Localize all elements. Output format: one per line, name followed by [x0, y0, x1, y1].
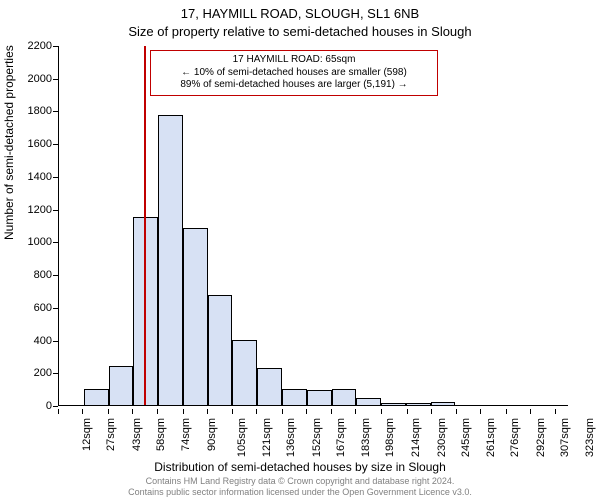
x-tick: [157, 409, 158, 414]
x-tick: [431, 409, 432, 414]
histogram-bar: [208, 295, 233, 405]
histogram-bar: [332, 389, 357, 405]
x-tick: [183, 409, 184, 414]
x-tick: [381, 409, 382, 414]
x-tick-label: 276sqm: [509, 418, 521, 457]
y-tick: [53, 210, 58, 211]
y-tick: [53, 275, 58, 276]
x-tick-label: 292sqm: [535, 418, 547, 457]
x-tick: [555, 409, 556, 414]
x-tick-label: 74sqm: [180, 418, 192, 451]
x-tick: [331, 409, 332, 414]
y-tick: [53, 79, 58, 80]
y-tick: [53, 111, 58, 112]
y-tick-label: 1000: [8, 236, 52, 248]
x-axis-label: Distribution of semi-detached houses by …: [0, 460, 600, 474]
x-tick-label: 105sqm: [236, 418, 248, 457]
x-tick: [207, 409, 208, 414]
histogram-bar: [257, 368, 282, 405]
x-tick: [282, 409, 283, 414]
x-tick: [456, 409, 457, 414]
histogram-bar: [232, 340, 257, 405]
x-tick-label: 261sqm: [485, 418, 497, 457]
annotation-line: 17 HAYMILL ROAD: 65sqm: [157, 54, 431, 67]
chart-title-main: 17, HAYMILL ROAD, SLOUGH, SL1 6NB: [0, 6, 600, 21]
y-tick: [53, 406, 58, 407]
y-tick: [53, 46, 58, 47]
y-tick: [53, 144, 58, 145]
y-tick-label: 0: [8, 400, 52, 412]
x-tick: [232, 409, 233, 414]
x-tick-label: 90sqm: [206, 418, 218, 451]
histogram-bar: [381, 403, 406, 405]
y-tick: [53, 242, 58, 243]
y-tick-label: 1200: [8, 204, 52, 216]
y-tick-label: 1400: [8, 171, 52, 183]
y-tick-label: 600: [8, 302, 52, 314]
x-tick: [530, 409, 531, 414]
annotation-box: 17 HAYMILL ROAD: 65sqm← 10% of semi-deta…: [150, 50, 438, 96]
annotation-line: 89% of semi-detached houses are larger (…: [157, 79, 431, 92]
reference-line: [144, 46, 146, 405]
x-tick: [108, 409, 109, 414]
x-tick-label: 27sqm: [105, 418, 117, 451]
x-tick: [82, 409, 83, 414]
histogram-bar: [307, 390, 332, 405]
y-tick-label: 400: [8, 335, 52, 347]
x-tick: [407, 409, 408, 414]
x-tick-label: 152sqm: [311, 418, 323, 457]
x-tick: [306, 409, 307, 414]
y-tick: [53, 373, 58, 374]
histogram-bar: [183, 228, 208, 405]
footer-line-1: Contains HM Land Registry data © Crown c…: [0, 476, 600, 487]
y-tick: [53, 177, 58, 178]
x-tick: [256, 409, 257, 414]
y-tick-label: 1800: [8, 105, 52, 117]
x-tick: [355, 409, 356, 414]
histogram-bar: [158, 115, 183, 405]
y-tick-label: 1600: [8, 138, 52, 150]
x-tick-label: 198sqm: [385, 418, 397, 457]
histogram-bar: [282, 389, 307, 405]
x-tick-label: 167sqm: [335, 418, 347, 457]
y-tick: [53, 341, 58, 342]
y-tick: [53, 308, 58, 309]
y-tick-label: 2000: [8, 73, 52, 85]
histogram-bar: [356, 398, 381, 405]
x-tick: [480, 409, 481, 414]
y-tick-label: 200: [8, 367, 52, 379]
x-tick-label: 121sqm: [261, 418, 273, 457]
x-tick-label: 12sqm: [81, 418, 93, 451]
x-tick-label: 245sqm: [460, 418, 472, 457]
histogram-bar: [84, 389, 109, 405]
y-tick-label: 800: [8, 269, 52, 281]
x-tick-label: 323sqm: [584, 418, 596, 457]
histogram-bar: [431, 402, 456, 405]
x-tick-label: 230sqm: [436, 418, 448, 457]
x-tick-label: 214sqm: [410, 418, 422, 457]
x-tick-label: 307sqm: [559, 418, 571, 457]
annotation-line: ← 10% of semi-detached houses are smalle…: [157, 67, 431, 80]
x-tick: [58, 409, 59, 414]
x-tick: [132, 409, 133, 414]
x-tick-label: 58sqm: [155, 418, 167, 451]
chart-container: 17, HAYMILL ROAD, SLOUGH, SL1 6NB Size o…: [0, 0, 600, 500]
x-tick-label: 136sqm: [285, 418, 297, 457]
chart-title-sub: Size of property relative to semi-detach…: [0, 24, 600, 39]
x-tick-label: 183sqm: [361, 418, 373, 457]
plot-area: 17 HAYMILL ROAD: 65sqm← 10% of semi-deta…: [58, 46, 568, 406]
x-tick-label: 43sqm: [131, 418, 143, 451]
x-tick: [506, 409, 507, 414]
footer-attribution: Contains HM Land Registry data © Crown c…: [0, 476, 600, 498]
footer-line-2: Contains public sector information licen…: [0, 487, 600, 498]
y-tick-label: 2200: [8, 40, 52, 52]
histogram-bar: [406, 403, 431, 405]
histogram-bar: [109, 366, 134, 405]
